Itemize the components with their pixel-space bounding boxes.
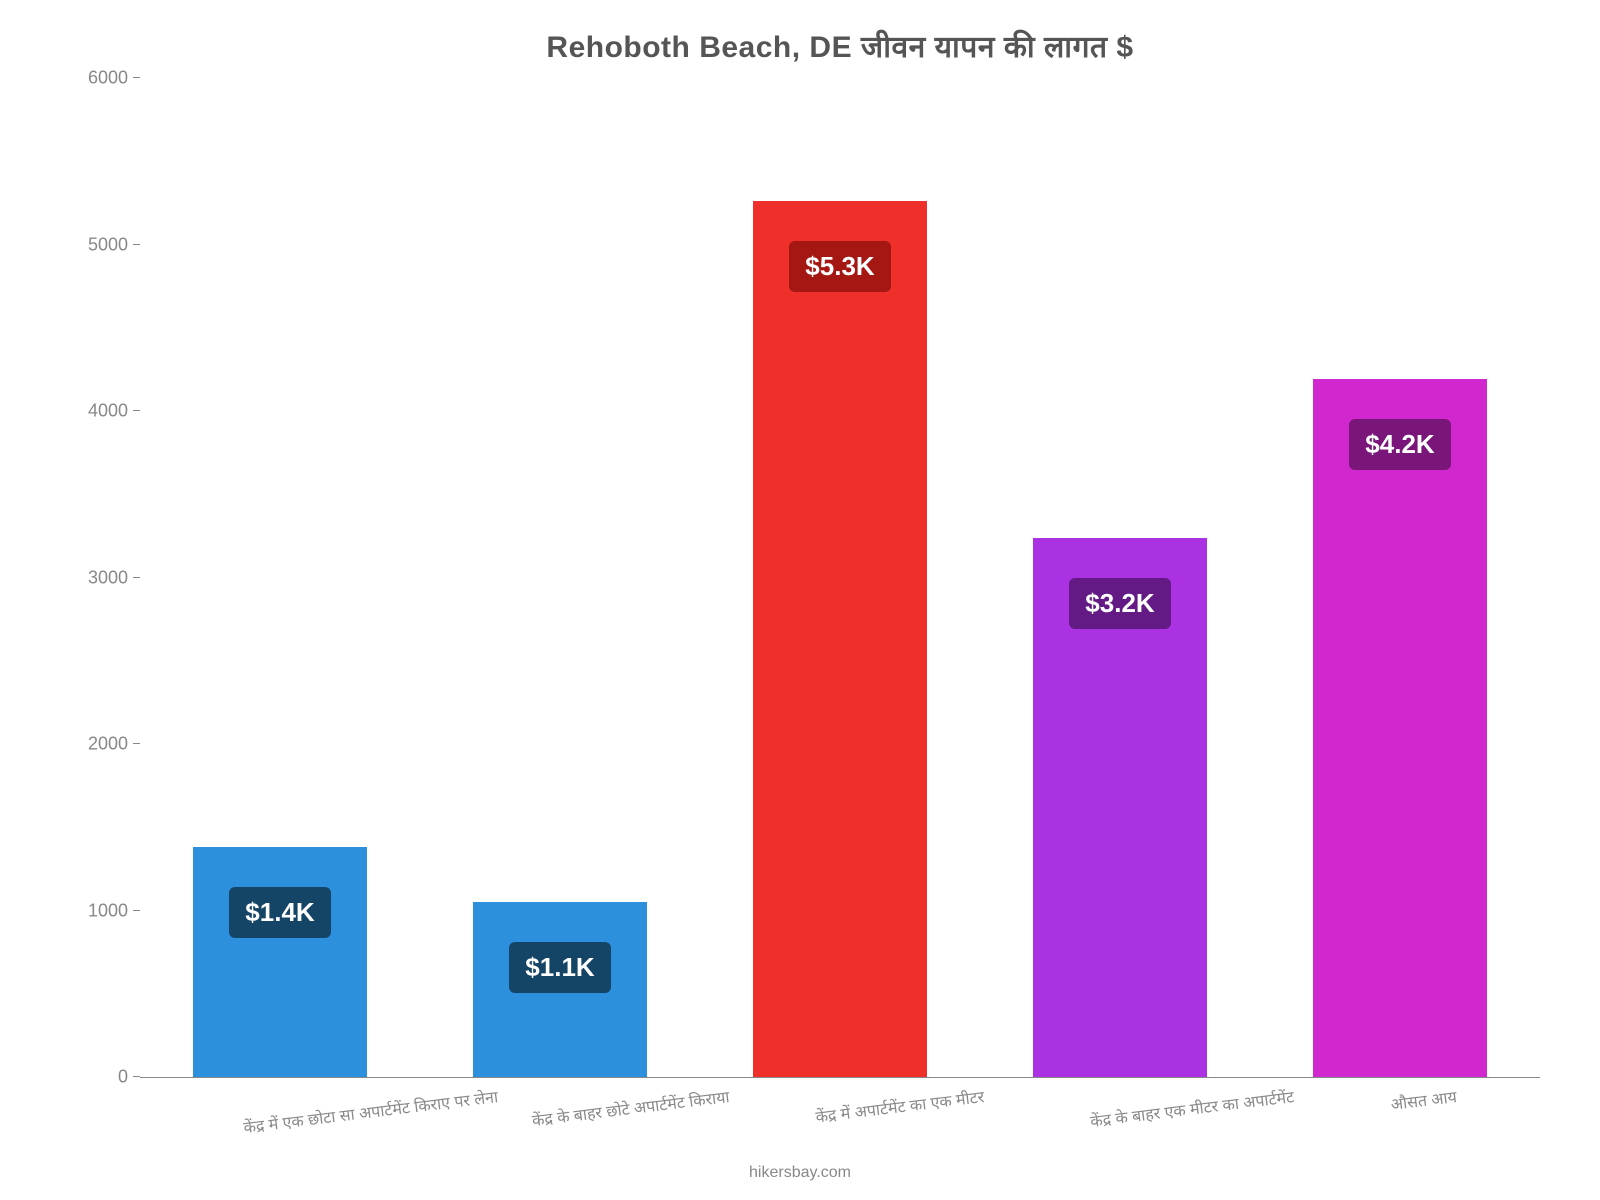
- bar: $3.2K: [1033, 538, 1207, 1077]
- bar-value-badge: $1.1K: [509, 942, 610, 993]
- bar: $5.3K: [753, 201, 927, 1077]
- x-axis-label: केंद्र में अपार्टमेंट का एक मीटर: [814, 1085, 985, 1128]
- bar-slot: $5.3K: [700, 78, 980, 1077]
- plot-wrapper: $1.4K$1.1K$5.3K$3.2K$4.2K केंद्र में एक …: [140, 78, 1540, 1078]
- x-axis-label: केंद्र में एक छोटा सा अपार्टमेंट किराए प…: [242, 1085, 499, 1138]
- bar-value-badge: $1.4K: [229, 887, 330, 938]
- y-tick-mark: [133, 577, 140, 578]
- y-tick-label: 6000: [68, 68, 128, 89]
- y-tick-label: 4000: [68, 401, 128, 422]
- y-tick-label: 1000: [68, 900, 128, 921]
- y-tick-mark: [133, 410, 140, 411]
- y-tick-mark: [133, 743, 140, 744]
- y-tick-label: 3000: [68, 567, 128, 588]
- plot-area: $1.4K$1.1K$5.3K$3.2K$4.2K केंद्र में एक …: [140, 78, 1540, 1078]
- bar-value-badge: $5.3K: [789, 241, 890, 292]
- x-axis-label: औसत आय: [1389, 1085, 1458, 1115]
- y-tick-mark: [133, 244, 140, 245]
- y-tick-label: 2000: [68, 734, 128, 755]
- y-tick-label: 5000: [68, 234, 128, 255]
- bar-value-badge: $4.2K: [1349, 419, 1450, 470]
- bar-slot: $3.2K: [980, 78, 1260, 1077]
- bar-slot: $4.2K: [1260, 78, 1540, 1077]
- footer-credit: hikersbay.com: [0, 1164, 1600, 1182]
- bar: $1.1K: [473, 902, 647, 1077]
- bars-row: $1.4K $1.1K $5.3K $3.2K $4.2K: [140, 78, 1540, 1077]
- x-axis-label: केंद्र के बाहर छोटे अपार्टमेंट किराया: [530, 1085, 730, 1131]
- y-tick-mark: [133, 1076, 140, 1077]
- y-tick-mark: [133, 910, 140, 911]
- bar-slot: $1.1K: [420, 78, 700, 1077]
- bar-value-badge: $3.2K: [1069, 578, 1170, 629]
- bar: $4.2K: [1313, 379, 1487, 1077]
- y-tick-label: 0: [68, 1067, 128, 1088]
- y-tick-mark: [133, 77, 140, 78]
- bar-slot: $1.4K: [140, 78, 420, 1077]
- chart-container: Rehoboth Beach, DE जीवन यापन की लागत $ $…: [0, 0, 1600, 1200]
- bar: $1.4K: [193, 847, 367, 1077]
- chart-title: Rehoboth Beach, DE जीवन यापन की लागत $: [140, 25, 1540, 66]
- x-axis-label: केंद्र के बाहर एक मीटर का अपार्टमेंट: [1089, 1085, 1295, 1132]
